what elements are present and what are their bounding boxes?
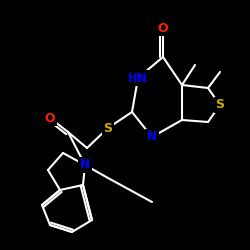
Text: O: O (158, 22, 168, 35)
Text: N: N (80, 158, 90, 172)
Text: HN: HN (128, 72, 148, 85)
Text: S: S (216, 98, 224, 112)
Text: S: S (104, 122, 112, 134)
Text: O: O (45, 112, 55, 124)
Text: N: N (147, 130, 157, 143)
